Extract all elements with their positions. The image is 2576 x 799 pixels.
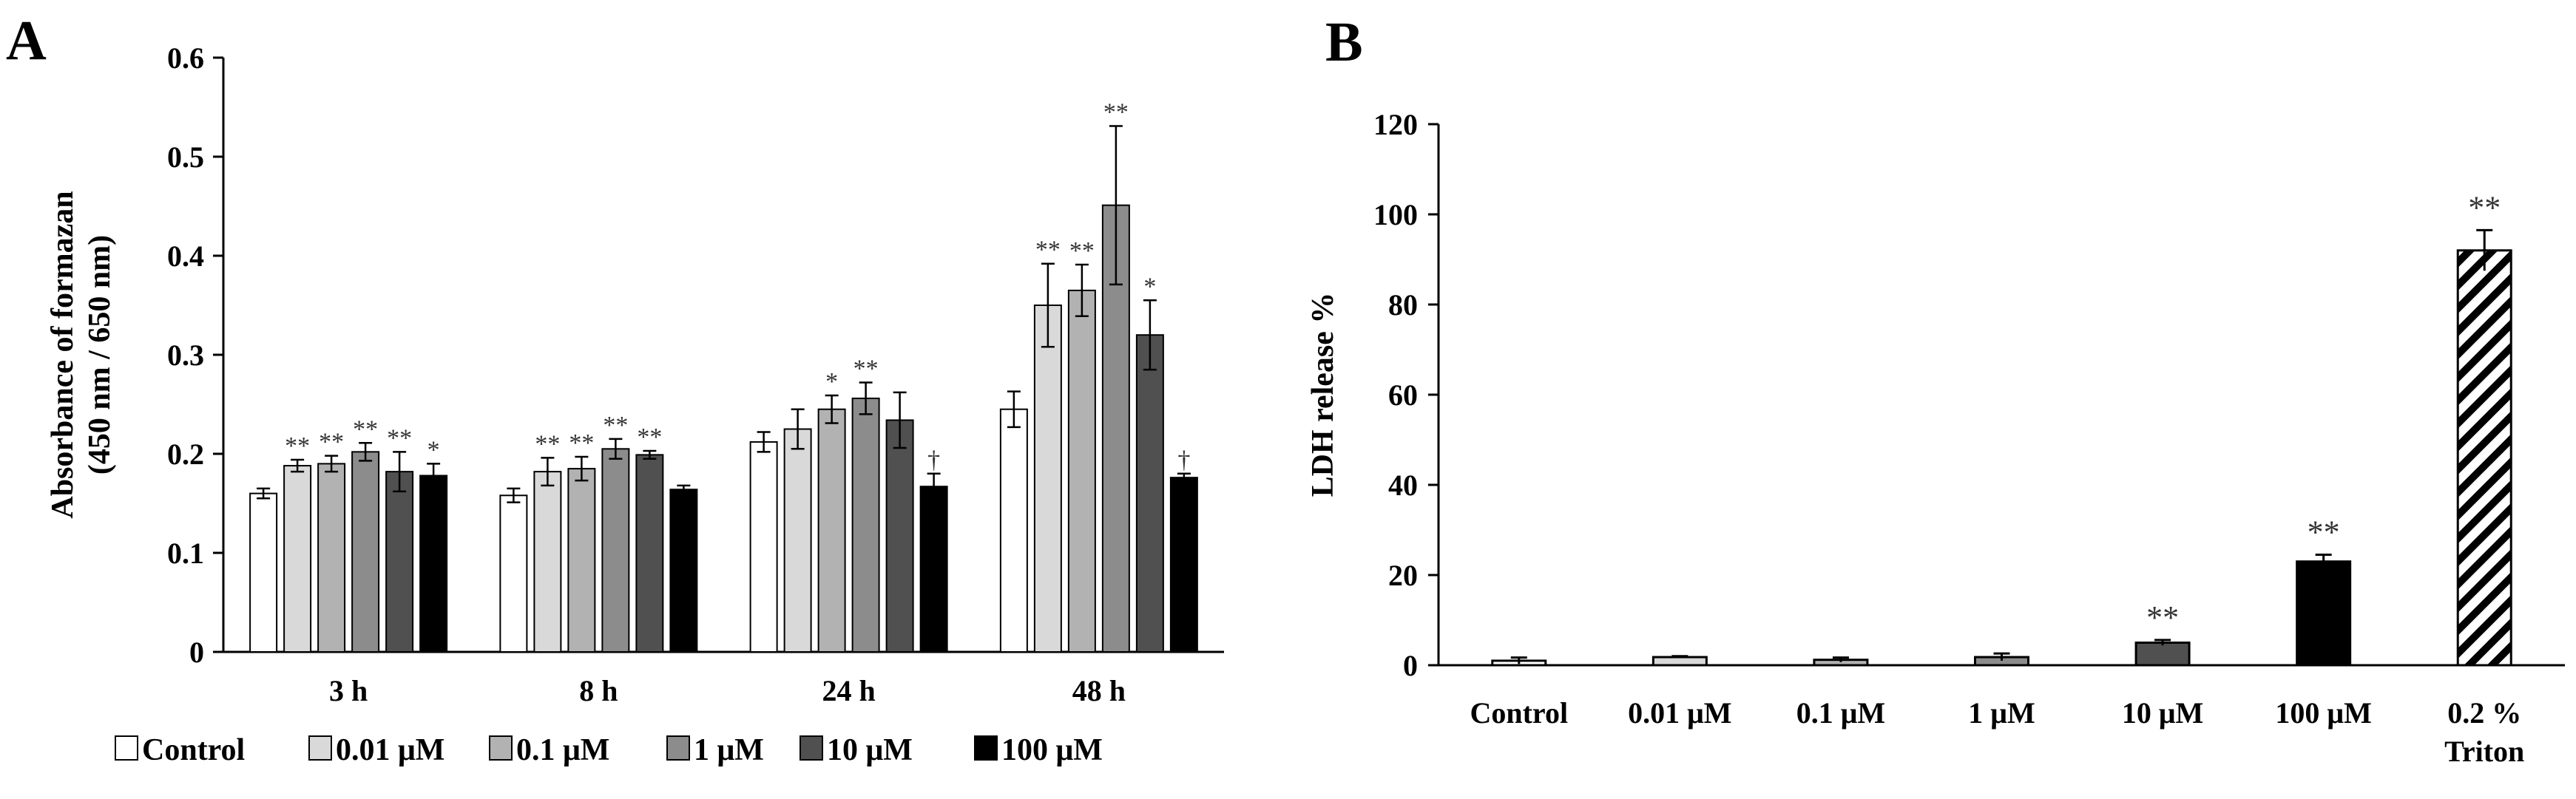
bar xyxy=(851,397,880,653)
significance-mark: ** xyxy=(1035,237,1061,264)
bar xyxy=(317,463,346,653)
significance-mark: * xyxy=(1143,273,1156,300)
bar xyxy=(419,475,448,653)
bar xyxy=(749,441,778,653)
significance-mark: ** xyxy=(853,356,879,383)
significance-mark: ** xyxy=(637,424,662,451)
x-category-label: 0.01 μM xyxy=(1628,696,1731,730)
bar xyxy=(999,408,1028,653)
significance-mark: † xyxy=(927,446,940,474)
bar xyxy=(1033,305,1062,653)
y-tick-label: 0.4 xyxy=(167,239,204,273)
legend-label: 100 μM xyxy=(1001,733,1103,767)
y-tick-label: 60 xyxy=(1388,378,1418,412)
bar xyxy=(1135,334,1164,653)
x-category-label: Control xyxy=(1470,696,1568,730)
y-axis-title: LDH release % xyxy=(1306,293,1340,497)
significance-mark: ** xyxy=(2146,599,2179,636)
x-category-label: 3 h xyxy=(329,674,368,707)
legend-swatch xyxy=(489,735,513,761)
significance-mark: ** xyxy=(353,415,378,443)
y-tick-label: 0.2 xyxy=(167,438,204,471)
legend-swatch xyxy=(974,735,998,761)
bar xyxy=(1067,289,1096,653)
y-tick-label: 20 xyxy=(1388,559,1418,592)
x-category-label: 100 μM xyxy=(2275,696,2371,730)
bar xyxy=(249,492,278,653)
legend-swatch xyxy=(799,735,823,761)
y-tick-label: 80 xyxy=(1388,288,1418,322)
y-tick-label: 0 xyxy=(189,636,204,669)
bar xyxy=(385,471,414,653)
y-tick-label: 0 xyxy=(1403,649,1418,682)
bar xyxy=(601,448,630,653)
y-tick-label: 0.3 xyxy=(167,339,204,372)
x-category-label: 24 h xyxy=(822,674,876,707)
y-tick-label: 0.6 xyxy=(167,41,204,75)
significance-mark: ** xyxy=(319,429,344,456)
bar xyxy=(635,454,664,653)
legend-label: 1 μM xyxy=(694,733,764,767)
significance-mark: ** xyxy=(1069,237,1095,265)
significance-mark: ** xyxy=(387,424,412,452)
bar xyxy=(567,468,596,653)
bar xyxy=(283,465,312,653)
significance-mark: ** xyxy=(1103,98,1129,126)
significance-mark: ** xyxy=(2468,189,2501,225)
x-category-label: 0.2 % xyxy=(2447,696,2521,730)
bar xyxy=(783,428,812,653)
y-axis-title-line2: (450 nm / 650 nm) xyxy=(83,235,117,475)
x-category-label-line2: Triton xyxy=(2444,735,2524,768)
x-category-label: 48 h xyxy=(1072,674,1126,707)
legend-label: 10 μM xyxy=(827,733,913,767)
bar xyxy=(817,408,846,653)
bar xyxy=(2134,642,2191,667)
significance-mark: ** xyxy=(569,429,594,457)
x-category-label: 10 μM xyxy=(2122,696,2203,730)
bar xyxy=(499,494,528,653)
significance-mark: * xyxy=(427,436,440,463)
bar xyxy=(533,471,562,653)
legend-label: Control xyxy=(142,733,245,767)
y-tick-label: 100 xyxy=(1373,198,1418,231)
legend-swatch xyxy=(115,735,138,761)
significance-mark: * xyxy=(825,368,838,395)
bar xyxy=(2456,249,2512,667)
bar xyxy=(1652,656,1708,667)
y-axis-title: Absorbance of formazan xyxy=(46,191,80,518)
legend-label: 0.01 μM xyxy=(336,733,444,767)
legend-swatch xyxy=(308,735,332,761)
panel-b-letter: B xyxy=(1325,11,1363,73)
bar xyxy=(885,419,914,653)
significance-mark: † xyxy=(1177,446,1190,474)
significance-mark: ** xyxy=(285,432,310,460)
x-category-label: 1 μM xyxy=(1968,696,2035,730)
bar xyxy=(1169,477,1198,653)
y-tick-label: 120 xyxy=(1373,108,1418,141)
legend-swatch xyxy=(666,735,690,761)
bar xyxy=(669,489,698,653)
y-tick-label: 0.5 xyxy=(167,140,204,174)
bar xyxy=(919,486,948,653)
y-tick-label: 0.1 xyxy=(167,537,204,570)
significance-mark: ** xyxy=(603,412,628,439)
legend-label: 0.1 μM xyxy=(516,733,609,767)
panel-a-letter: A xyxy=(6,10,47,72)
x-category-label: 8 h xyxy=(579,674,618,707)
significance-mark: ** xyxy=(535,430,560,458)
bar xyxy=(351,451,380,653)
y-tick-label: 40 xyxy=(1388,469,1418,502)
significance-mark: ** xyxy=(2308,514,2340,551)
x-category-label: 0.1 μM xyxy=(1796,696,1885,730)
panel-b-chart: 0 20 40 60 80 100 120 LDH release % Control 0.01 … xyxy=(1306,108,2565,768)
bar xyxy=(2296,560,2352,667)
panel-a-chart: 0 0.1 0.2 0.3 0.4 0.5 0.6 Absorbance of formaza… xyxy=(46,41,1224,767)
